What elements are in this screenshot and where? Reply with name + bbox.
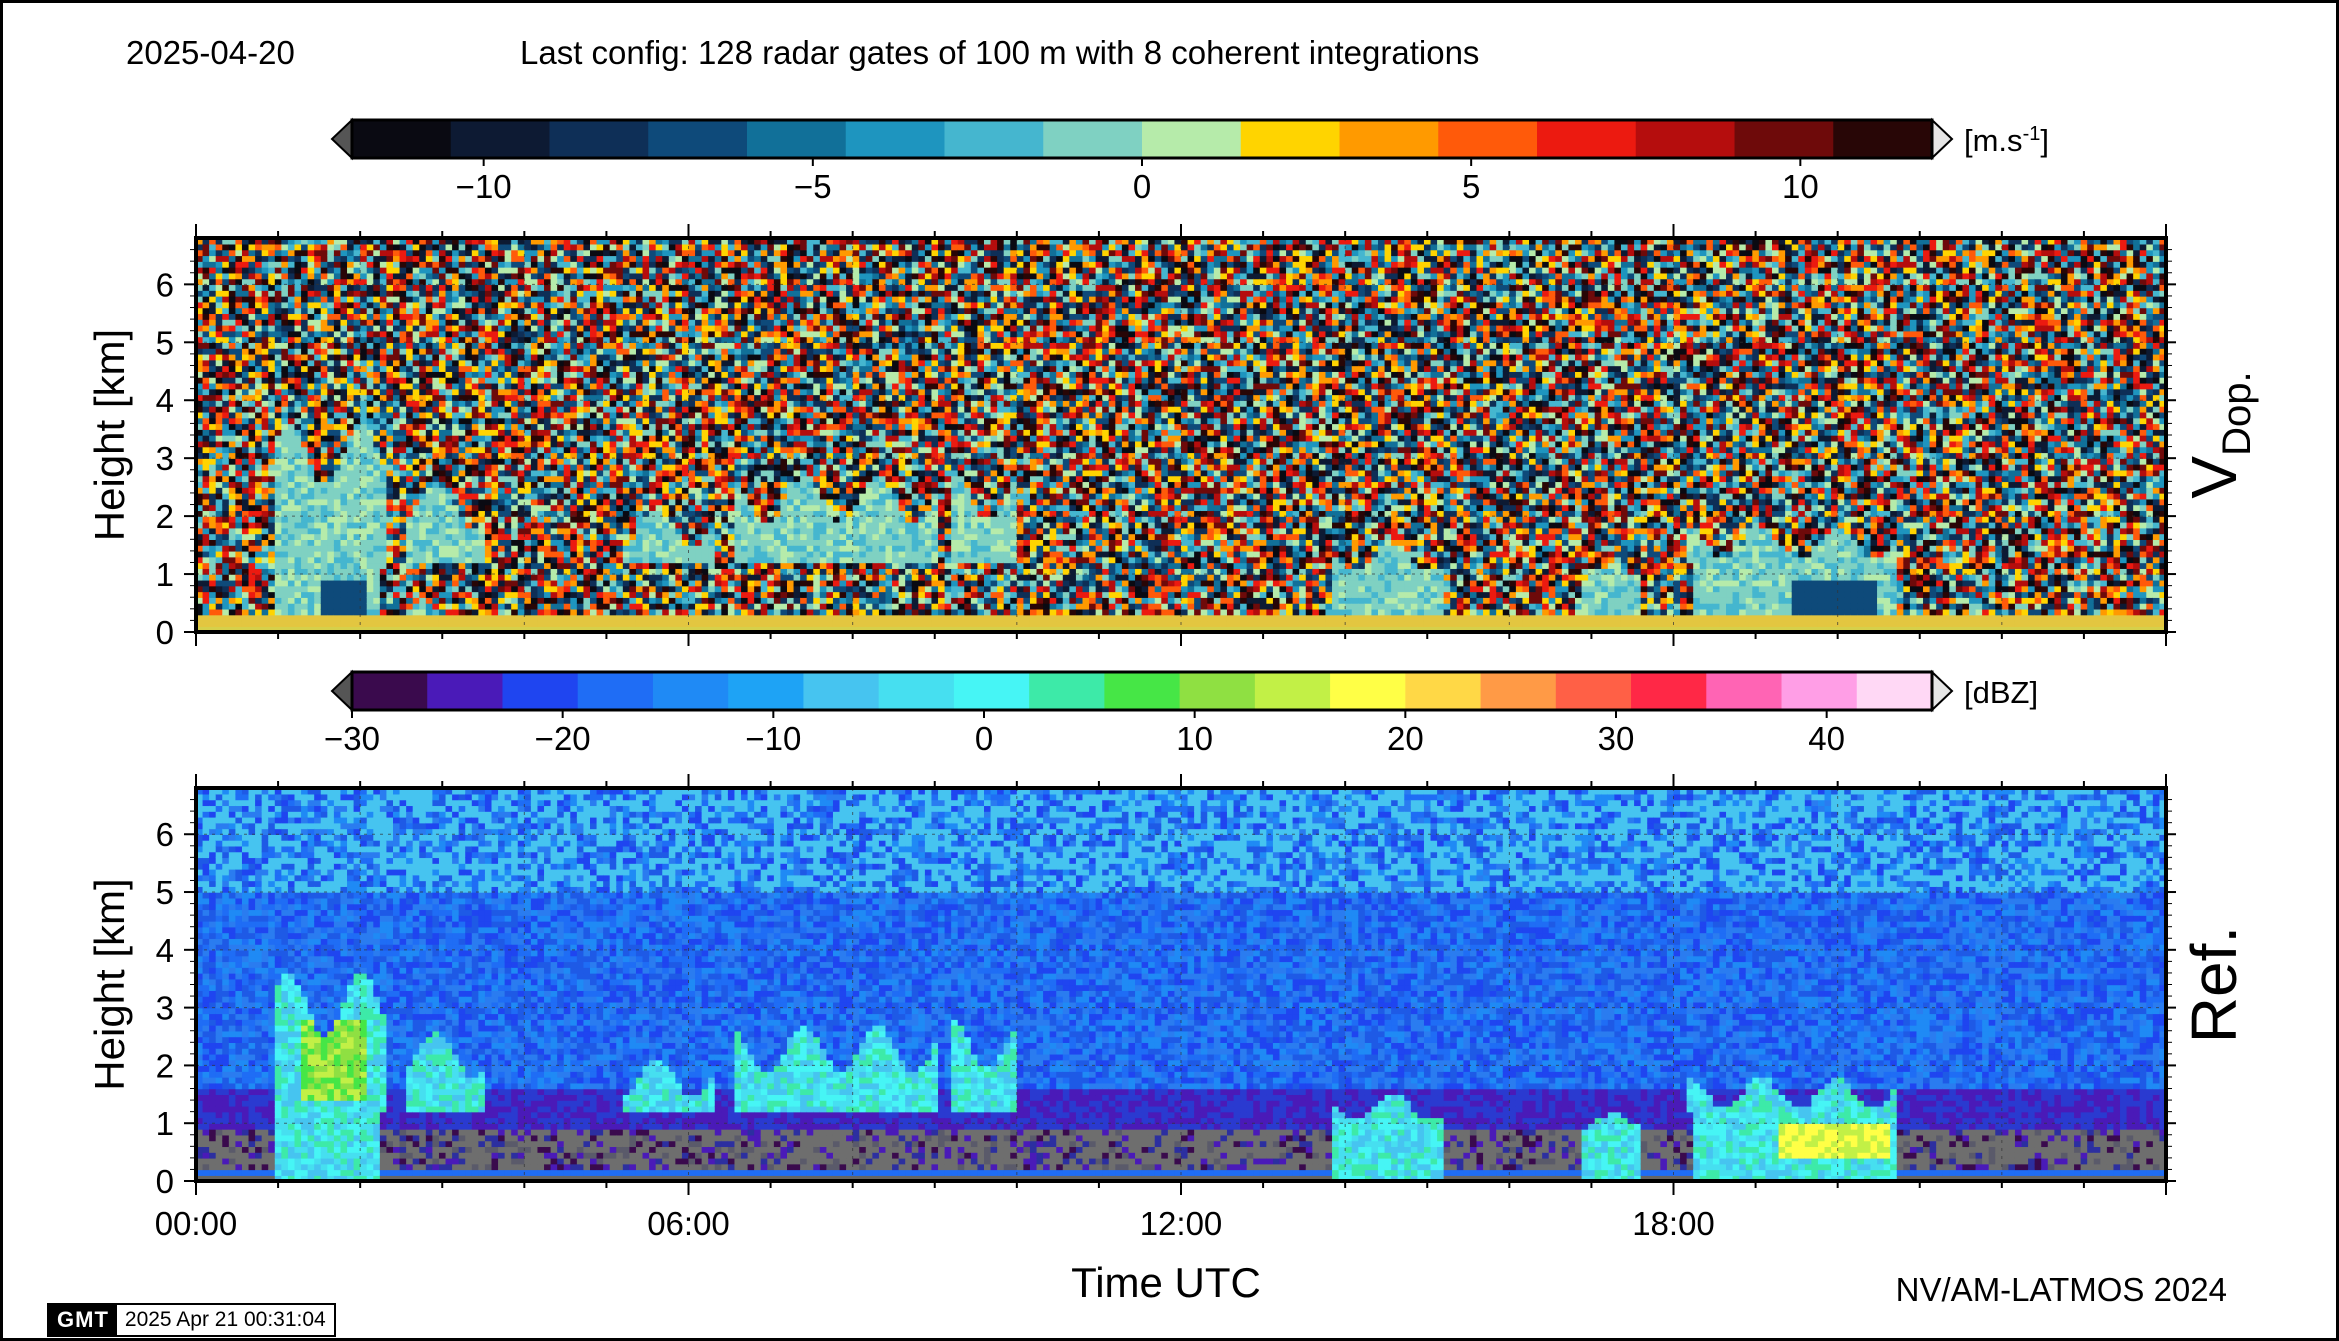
x-tick-label: 12:00 <box>1140 1205 1223 1242</box>
colorbar-swatch <box>1734 120 1834 158</box>
colorbar-swatch <box>352 120 452 158</box>
colorbar-swatch <box>1339 120 1439 158</box>
colorbar-swatch <box>1856 672 1933 710</box>
colorbar-tick-label: −5 <box>794 168 832 205</box>
config-label: Last config: 128 radar gates of 100 m wi… <box>520 34 1479 72</box>
colorbar-swatch <box>1405 672 1482 710</box>
colorbar-tick-label: 0 <box>975 720 993 757</box>
colorbar-swatch <box>728 672 805 710</box>
colorbar-tick-label: −20 <box>535 720 591 757</box>
reflectivity-panel: 0 1 2 3 4 5 6 Height [km] Ref. 00:00 06:00 12:00 18:… <box>86 774 2250 1306</box>
colorbar-swatch <box>577 672 654 710</box>
y-tick-label: 1 <box>156 556 174 593</box>
colorbar-swatch <box>953 672 1030 710</box>
colorbar-swatch <box>1833 120 1933 158</box>
colorbar-swatch <box>1480 672 1557 710</box>
colorbar-extend-low <box>330 669 353 713</box>
y-tick-label: 4 <box>156 382 174 419</box>
colorbar-border <box>350 670 1934 712</box>
panel-label: Ref. <box>2178 926 2250 1043</box>
colorbar-tick-label: 10 <box>1176 720 1213 757</box>
colorbar-swatch <box>1537 120 1637 158</box>
colorbar-tick-label: 10 <box>1782 168 1819 205</box>
y-tick-label: 1 <box>156 1105 174 1142</box>
colorbar-swatch <box>1631 672 1707 710</box>
credit-label: NV/AM-LATMOS 2024 <box>1896 1271 2227 1309</box>
colorbar-swatch <box>1043 120 1143 158</box>
doppler-colorbar: −10 −5 0 5 10 [m.s-1] <box>330 117 2049 205</box>
colorbar-swatch <box>944 120 1044 158</box>
y-tick-label: 4 <box>156 932 174 969</box>
colorbar-tick-label: −10 <box>745 720 801 757</box>
colorbar-tick-label: −10 <box>456 168 512 205</box>
x-tick-label: 06:00 <box>647 1205 730 1242</box>
colorbar-swatch <box>803 672 880 710</box>
x-axis-label: Time UTC <box>1071 1259 1261 1306</box>
gmt-logo: GMT <box>49 1305 117 1335</box>
colorbar-tick-label: 0 <box>1133 168 1151 205</box>
heatmap-cells <box>196 238 2167 633</box>
colorbar-extend-high <box>1931 669 1954 713</box>
gmt-timestamp-box: GMT 2025 Apr 21 00:31:04 <box>47 1303 336 1337</box>
grid-lines <box>195 238 2167 632</box>
colorbar-swatch <box>648 120 748 158</box>
x-tick-label: 00:00 <box>155 1205 238 1242</box>
colorbar-tick-label: 20 <box>1387 720 1424 757</box>
colorbar-swatch <box>427 672 504 710</box>
colorbar-swatch <box>1029 672 1105 710</box>
reflectivity-colorbar: −30 −20 −10 0 10 20 30 40 [dBZ] <box>324 669 2038 757</box>
y-tick-label: 3 <box>156 990 174 1027</box>
colorbar-swatch <box>1142 120 1242 158</box>
colorbar-unit: [dBZ] <box>1964 675 2038 710</box>
colorbar-swatch <box>747 120 847 158</box>
timestamp-label: 2025 Apr 21 00:31:04 <box>117 1308 334 1332</box>
colorbar-swatch <box>878 672 955 710</box>
colorbar-swatch <box>502 672 579 710</box>
y-tick-label: 5 <box>156 874 174 911</box>
colorbar-swatch <box>1781 672 1858 710</box>
doppler-panel: 0 1 2 3 4 5 6 Height [km] VDop. <box>86 224 2259 651</box>
y-tick-label: 2 <box>156 498 174 535</box>
y-tick-label: 0 <box>156 614 174 651</box>
y-tick-label: 6 <box>156 816 174 853</box>
y-tick-label: 5 <box>156 324 174 361</box>
panel-label: VDop. <box>2178 371 2259 498</box>
colorbar-swatch <box>1438 120 1538 158</box>
colorbar-swatch <box>549 120 649 158</box>
date-label: 2025-04-20 <box>126 34 295 72</box>
y-tick-label: 0 <box>156 1163 174 1200</box>
colorbar-tick-label: −30 <box>324 720 380 757</box>
colorbar-tick-label: 40 <box>1808 720 1845 757</box>
colorbar-swatch <box>652 672 729 710</box>
colorbar-extend-high <box>1931 117 1954 161</box>
y-axis-label: Height [km] <box>86 329 133 541</box>
y-tick-label: 3 <box>156 440 174 477</box>
colorbar-swatch <box>450 120 551 158</box>
colorbar-swatch <box>1330 672 1406 710</box>
colorbar-extend-low <box>330 117 353 161</box>
colorbar-swatch <box>1254 672 1331 710</box>
colorbar-swatch <box>1706 672 1783 710</box>
colorbar-swatch <box>845 120 946 158</box>
colorbar-swatch <box>1240 120 1341 158</box>
colorbar-unit: [m.s-1] <box>1964 123 2049 158</box>
colorbar-swatch <box>1555 672 1632 710</box>
colorbar-swatch <box>1104 672 1181 710</box>
colorbar-tick-label: 30 <box>1598 720 1635 757</box>
colorbar-swatch <box>352 672 428 710</box>
y-tick-label: 6 <box>156 266 174 303</box>
heatmap-cells <box>196 788 2167 1182</box>
colorbar-swatch <box>1179 672 1256 710</box>
colorbar-tick-label: 5 <box>1462 168 1480 205</box>
y-axis-label: Height [km] <box>86 878 133 1090</box>
x-tick-label: 18:00 <box>1632 1205 1715 1242</box>
colorbar-swatch <box>1635 120 1736 158</box>
y-tick-label: 2 <box>156 1047 174 1084</box>
